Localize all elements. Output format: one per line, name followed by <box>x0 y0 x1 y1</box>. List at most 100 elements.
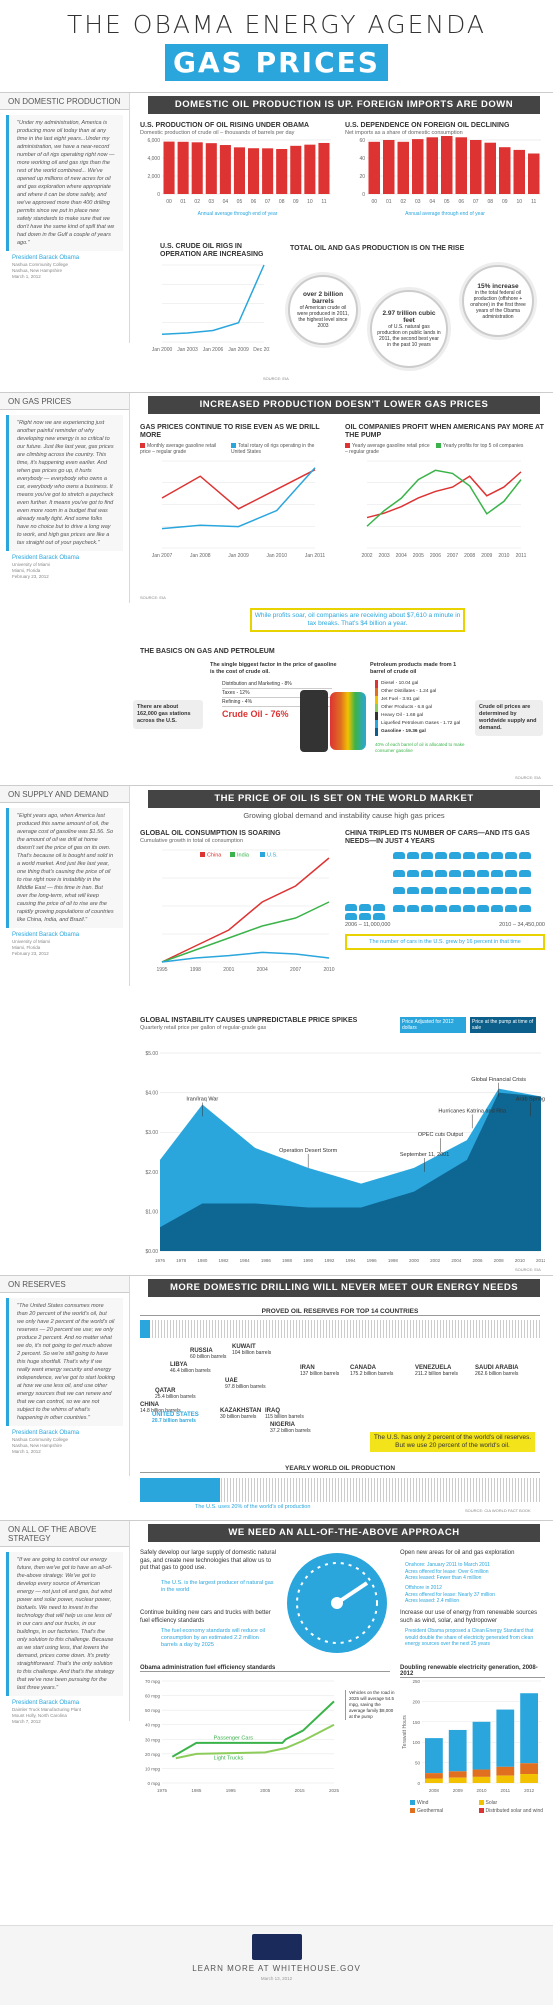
quote-source: University of Miami Miami, Florida Febru… <box>12 562 51 579</box>
reserves-scale-bar <box>140 1320 540 1338</box>
series-label: Light Trucks <box>214 1756 244 1762</box>
x-tick-label: 2005 <box>260 1788 271 1793</box>
chart-oil-consumption: GLOBAL OIL CONSUMPTION IS SOARING Cumula… <box>140 830 335 979</box>
x-tick-label: 2006 <box>430 553 441 559</box>
sidebar-gas-prices: ON GAS PRICES "Right now we are experien… <box>0 393 130 603</box>
tick-label: $5.00 <box>145 1051 158 1057</box>
x-tick-label: 09 <box>502 199 508 205</box>
legend-item: China <box>207 853 222 859</box>
x-tick-label: 1980 <box>197 1258 208 1263</box>
source-note: SOURCE: EIA <box>263 376 289 381</box>
x-tick-label: 11 <box>531 199 536 205</box>
highlight-box: While profits soar, oil companies are re… <box>250 608 465 632</box>
x-tick-label: Jan 2010 <box>266 553 287 559</box>
bar-chart: 0 2,000 4,000 6,000 00 01 02 03 04 05 06 07 08 09 10 11 <box>147 138 331 205</box>
reserve-item: RUSSIA 60 billion barrels <box>190 1348 260 1360</box>
x-tick-label: 1995 <box>156 967 167 973</box>
fuel-standards-title: Obama administration fuel efficiency sta… <box>140 1665 390 1672</box>
chart-subtitle: Quarterly retail price per gallon of reg… <box>140 1025 267 1031</box>
x-tick-label: 2009 <box>453 1788 464 1793</box>
reserve-value: 30 billion barrels <box>220 1414 257 1420</box>
tick-label: 150 <box>412 1720 420 1725</box>
series-area <box>160 1092 541 1251</box>
stat-bubble: 15% increase in the total federal oil pro… <box>462 265 534 337</box>
section-gas-prices <box>0 392 553 782</box>
country-name: KUWAIT <box>232 1344 256 1350</box>
crude-share: Crude Oil - 76% <box>222 709 289 719</box>
x-tick-label: 1976 <box>155 1258 166 1263</box>
x-tick-label: 09 <box>293 199 299 205</box>
bar <box>290 145 302 194</box>
x-tick-label: 2004 <box>451 1258 462 1263</box>
event-label: Iran/Iraq War <box>186 1097 218 1103</box>
tick-label: 100 <box>412 1740 420 1745</box>
chart-title: U.S. DEPENDENCE ON FOREIGN OIL DECLINING <box>345 122 510 129</box>
line-chart: 1995 1998 2001 2004 2007 2010 China India U.S. <box>156 849 335 973</box>
series-line <box>366 471 522 519</box>
line-chart: Jan 2000 Jan 2003 Jan 2006 Jan 2009 Dec 2012 <box>152 264 275 353</box>
product-item: Gasoline - 19.36 gal <box>375 728 475 736</box>
tick-label: 6,000 <box>147 138 160 144</box>
x-tick-label: 03 <box>415 199 421 205</box>
bar <box>276 149 288 194</box>
chart-title: GLOBAL OIL CONSUMPTION IS SOARING <box>140 830 281 837</box>
car-icon <box>519 887 531 894</box>
renewables-chart: Terawatt Hours 0 50 100 150 200 250 2008 2009 201… <box>402 1679 541 1793</box>
sidebar-title: ON GAS PRICES <box>0 393 129 410</box>
onshore-fact: Onshore: January 2011 to March 2011 Acre… <box>405 1562 490 1581</box>
stat-value: 15% increase <box>477 282 519 290</box>
series-line <box>161 469 316 510</box>
x-tick-label: 2009 <box>481 553 492 559</box>
x-tick-label: 2011 <box>500 1788 510 1793</box>
car-icon <box>477 869 489 877</box>
fuel-standards-chart: 0 mpg 10 mpg 20 mpg 30 mpg 40 mpg 50 mpg 60 mp… <box>145 1679 340 1793</box>
chart-subtitle: Net imports as a share of domestic consu… <box>345 130 463 136</box>
natural-gas-point: Safely develop our large supply of domes… <box>140 1550 277 1571</box>
wind-bar <box>425 1738 443 1774</box>
section-banner: MORE DOMESTIC DRILLING WILL NEVER MEET O… <box>148 1279 540 1297</box>
bar <box>397 141 409 194</box>
x-tick-label: 10 <box>516 199 522 205</box>
car-icon <box>519 904 531 912</box>
car-icon <box>435 852 447 859</box>
basics-panel: THE BASICS ON GAS AND PETROLEUM <box>140 648 540 656</box>
x-tick-label: 2010 <box>515 1258 526 1263</box>
section-banner: WE NEED AN ALL-OF-THE-ABOVE APPROACH <box>148 1524 540 1542</box>
tick-label: 0 <box>157 192 160 198</box>
white-house-logo <box>251 1934 302 1960</box>
x-tick-label: Jan 2011 <box>305 553 325 559</box>
tick-label: 70 mpg <box>145 1679 161 1684</box>
stat-desc: in the total federal oil production (off… <box>470 289 526 320</box>
reserve-item: NIGERIA 37.2 billion barrels <box>270 1422 340 1434</box>
legend-item: Yearly average gasoline retail price – r… <box>345 443 430 455</box>
x-tick-label: 2002 <box>430 1258 441 1263</box>
country-name: QATAR <box>155 1388 176 1394</box>
x-tick-label: Jan 2003 <box>177 347 198 353</box>
car-icon <box>407 869 419 877</box>
sidebar-domestic-production: ON DOMESTIC PRODUCTION "Under my adminis… <box>0 93 130 343</box>
us-reserves-bar <box>140 1320 150 1338</box>
quote-source: Nashua Community College Nashua, New Ham… <box>12 1437 69 1454</box>
geothermal-bar <box>425 1773 443 1779</box>
car-icon <box>435 869 447 877</box>
x-tick-label: 2001 <box>223 967 234 973</box>
x-tick-label: 11 <box>321 199 326 205</box>
x-tick-label: 2008 <box>494 1258 505 1263</box>
bar <box>528 153 540 194</box>
wind-bar <box>448 1729 467 1772</box>
crude-price-note: Crude oil prices are determined by world… <box>475 700 543 736</box>
tick-label: 4,000 <box>147 156 160 162</box>
car-icon <box>421 852 433 859</box>
x-tick-label: 2006 <box>472 1258 483 1263</box>
tick-label: 40 <box>359 156 365 162</box>
bar <box>426 137 438 194</box>
tick-label: $2.00 <box>145 1170 158 1176</box>
x-tick-label: 1994 <box>345 1258 356 1263</box>
series-line <box>366 469 522 527</box>
sidebar-title: ON SUPPLY AND DEMAND <box>0 786 129 803</box>
bar <box>470 140 482 194</box>
reserve-value: 25.4 billion barrels <box>155 1394 196 1400</box>
x-tick-label: 00 <box>166 199 172 205</box>
footer-link[interactable]: LEARN MORE AT WHITEHOUSE.GOV <box>192 1964 361 1973</box>
section-banner: THE PRICE OF OIL IS SET ON THE WORLD MAR… <box>148 790 540 808</box>
